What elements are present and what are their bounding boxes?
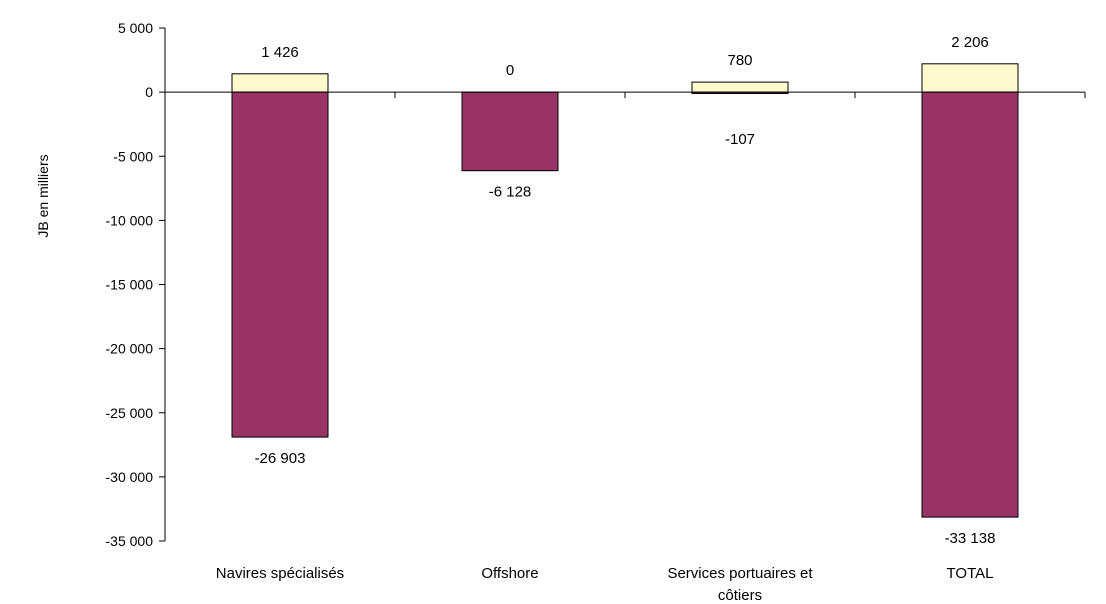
y-tick-label: -30 000 (106, 469, 154, 485)
bars-layer (231, 63, 1019, 518)
data-label-s1-c0: -26 903 (255, 450, 306, 467)
y-tick-label: -10 000 (106, 212, 154, 228)
bar-s1-c1 (461, 91, 559, 172)
bar-s0-c2 (691, 81, 789, 93)
data-label-s0-c2: 780 (727, 52, 752, 69)
data-label-s1-c2: -107 (725, 131, 755, 148)
y-tick-label: -15 000 (106, 277, 154, 293)
y-tick-label: -25 000 (106, 405, 154, 421)
data-label-s0-c0: 1 426 (261, 44, 299, 61)
data-label-s1-c3: -33 138 (945, 530, 996, 547)
labels-layer: 5 000 0 -5 000 -10 000 -15 000 -20 000 -25 000… (106, 20, 996, 604)
data-label-s0-c1: 0 (506, 62, 514, 79)
y-tick-label: 5 000 (118, 20, 153, 36)
y-tick-label: 0 (145, 84, 153, 100)
category-label: Services portuaires et côtiers (667, 565, 813, 604)
data-label-s1-c1: -6 128 (489, 184, 532, 201)
bar-s0-c0 (231, 73, 329, 93)
y-tick-label: -5 000 (113, 148, 153, 164)
y-tick-label: -35 000 (106, 533, 154, 549)
axes-layer (159, 27, 1086, 542)
data-label-s0-c3: 2 206 (951, 34, 989, 51)
bar-s1-c3 (921, 91, 1019, 518)
category-label: Offshore (481, 565, 538, 582)
category-label: TOTAL (947, 565, 994, 582)
y-axis-title: JB en milliers (35, 154, 51, 237)
bar-s1-c0 (231, 91, 329, 438)
bar-s0-c3 (921, 63, 1019, 93)
y-tick-label: -20 000 (106, 341, 154, 357)
category-label: Navires spécialisés (216, 565, 344, 582)
